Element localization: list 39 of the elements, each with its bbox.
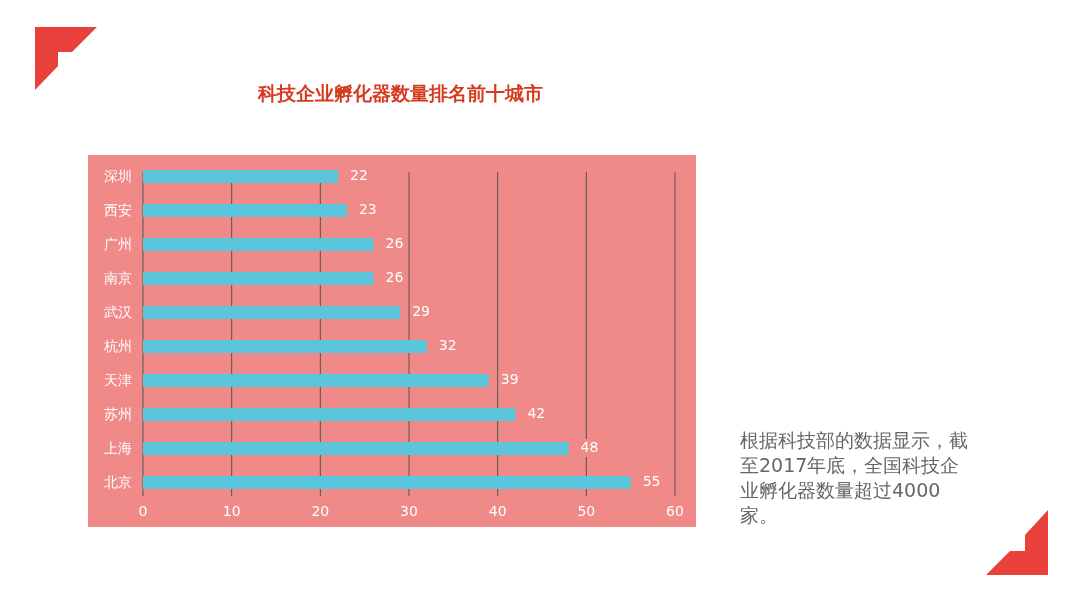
text: 根据科技部的数据显示，截至2017年底，全国科技企业孵化器数量超过4000家。 bbox=[740, 428, 969, 528]
data-label: 32 bbox=[438, 337, 457, 353]
x-tick-label: 20 bbox=[311, 503, 330, 519]
y-tick-label: 深圳 bbox=[104, 168, 132, 184]
data-label: 55 bbox=[642, 473, 661, 489]
data-label: 26 bbox=[385, 269, 404, 285]
y-tick-label: 苏州 bbox=[104, 406, 132, 422]
x-tick-label: 60 bbox=[666, 503, 684, 519]
y-tick-label: 上海 bbox=[104, 440, 132, 456]
data-label: 22 bbox=[350, 167, 368, 183]
y-tick-label: 天津 bbox=[104, 372, 132, 388]
bar bbox=[143, 272, 374, 285]
data-label: 23 bbox=[358, 201, 377, 217]
bar bbox=[143, 204, 347, 217]
bar bbox=[143, 306, 401, 319]
bar bbox=[143, 238, 374, 251]
data-label: 26 bbox=[385, 235, 404, 251]
y-tick-label: 南京 bbox=[104, 270, 132, 286]
y-tick-label: 杭州 bbox=[103, 338, 132, 354]
bar bbox=[143, 374, 489, 387]
x-tick-label: 10 bbox=[222, 503, 241, 519]
x-tick-label: 30 bbox=[400, 503, 418, 519]
x-tick-label: 50 bbox=[577, 503, 596, 519]
y-tick-label: 北京 bbox=[104, 474, 132, 490]
data-label: 48 bbox=[580, 439, 599, 455]
bar bbox=[143, 170, 339, 183]
x-tick-label: 0 bbox=[138, 503, 148, 519]
data-label: 42 bbox=[527, 405, 546, 421]
bar bbox=[143, 408, 516, 421]
bar bbox=[143, 340, 427, 353]
y-tick-label: 广州 bbox=[104, 236, 132, 252]
data-label: 29 bbox=[412, 303, 430, 319]
bar bbox=[143, 476, 631, 489]
bar bbox=[143, 442, 569, 455]
data-label: 39 bbox=[500, 371, 519, 387]
chart-title: 科技企业孵化器数量排名前十城市 bbox=[256, 82, 543, 104]
x-tick-label: 40 bbox=[488, 503, 507, 519]
y-tick-label: 武汉 bbox=[104, 304, 132, 320]
y-tick-label: 西安 bbox=[104, 202, 132, 218]
